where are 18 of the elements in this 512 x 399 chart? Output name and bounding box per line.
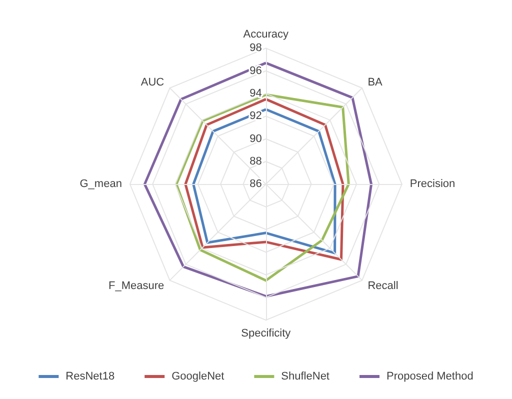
legend-label: GoogleNet (172, 370, 224, 382)
spoke-label: AUC (140, 76, 164, 88)
spoke-label: Specificity (241, 328, 292, 340)
spoke-label: G_mean (80, 178, 122, 190)
y-tick-label: 98 (250, 42, 262, 54)
spoke-label: Accuracy (243, 28, 290, 41)
y-tick-label: 86 (250, 178, 262, 190)
spoke-label: F_Measure (108, 280, 164, 292)
y-tick-label: 88 (250, 156, 262, 168)
y-tick-label: 90 (250, 132, 262, 145)
spoke-label: Recall (368, 280, 398, 292)
y-tick-label: 96 (250, 64, 262, 77)
legend-label: Proposed Method (386, 370, 474, 382)
spoke-label: Precision (410, 178, 456, 190)
legend-label: ShufleNet (281, 370, 330, 382)
legend-label: ResNet18 (66, 370, 115, 382)
y-tick-label: 94 (250, 88, 262, 100)
spoke-label: BA (368, 76, 384, 88)
